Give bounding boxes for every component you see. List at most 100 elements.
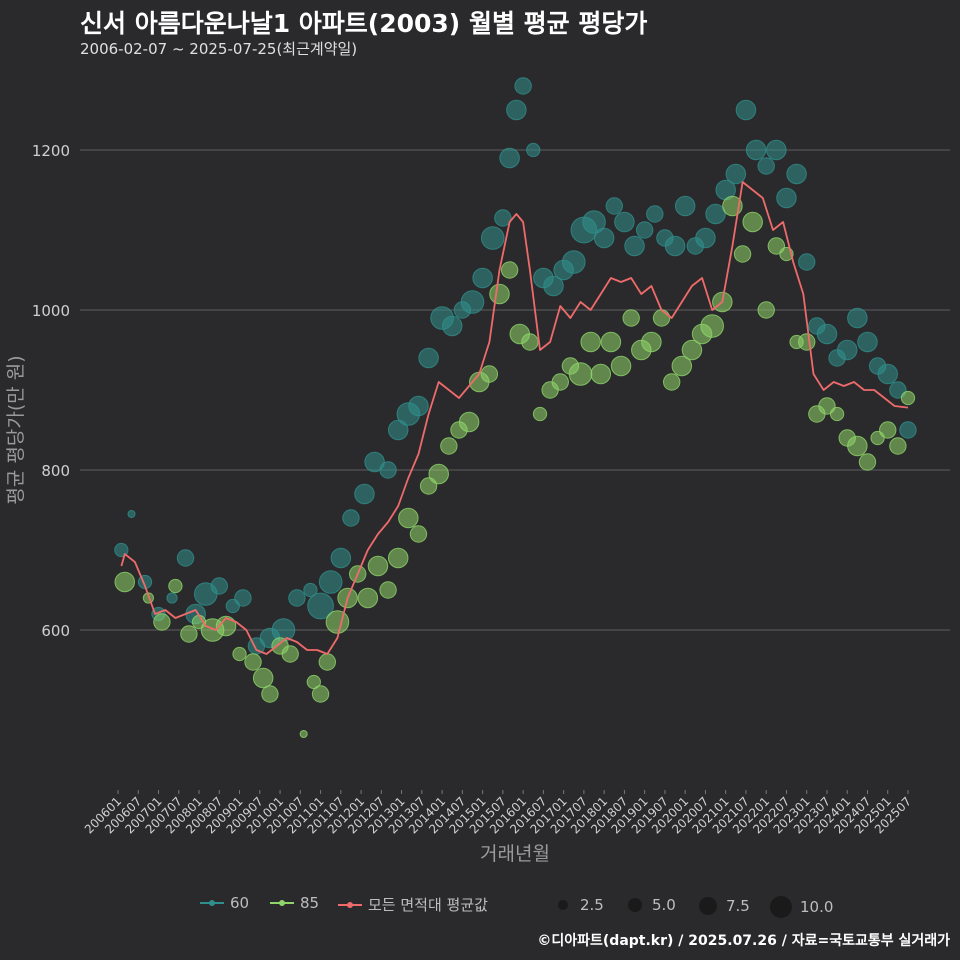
area-85-point [829, 406, 845, 422]
area-85-point [641, 331, 662, 353]
area-60-point [816, 323, 838, 345]
x-axis-title: 거래년월 [480, 843, 550, 865]
area-85-series [114, 195, 916, 739]
area-85-point [681, 339, 703, 361]
area-60-point [695, 227, 716, 249]
area-60-point [776, 187, 797, 209]
area-60-point [166, 592, 178, 604]
area-60-point [271, 618, 296, 642]
area-85-point [387, 547, 409, 569]
average-line [120, 181, 909, 655]
area-85-point [590, 363, 612, 385]
area-85-point [757, 301, 775, 319]
area-85-point [889, 437, 907, 455]
area-60-point [593, 227, 615, 249]
area-60-point [582, 210, 606, 234]
area-85-point [532, 406, 548, 422]
area-85-point [215, 615, 237, 637]
area-60-point [526, 142, 541, 158]
area-60-point [705, 203, 726, 225]
area-60-point [127, 509, 136, 519]
area-60-point [847, 307, 868, 329]
area-85-point [180, 625, 198, 643]
area-85-point [858, 453, 877, 471]
area-85-point [671, 355, 693, 377]
area-85-point [299, 729, 308, 739]
legend-swatch-avg [338, 901, 362, 908]
area-60-point [494, 209, 512, 227]
area-85-point [900, 390, 916, 406]
area-85-point [232, 646, 247, 662]
legend-size-2: 5.0 [624, 894, 676, 916]
area-60-point [364, 451, 385, 473]
legend-item-85: 85 [270, 894, 319, 912]
legend-label-60: 60 [230, 894, 250, 912]
area-85-point [428, 463, 449, 485]
legend-size-label-3: 7.5 [726, 897, 750, 915]
area-85-point [114, 571, 136, 593]
area-60-point [836, 339, 858, 361]
area-85-point [742, 211, 763, 233]
legend-label-85: 85 [300, 894, 320, 912]
area-60-point [288, 589, 306, 607]
area-60-point [674, 195, 696, 217]
area-60-point [210, 577, 228, 595]
y-axis-title: 평균 평당가(만 원) [5, 355, 27, 504]
area-85-point [733, 245, 752, 263]
footer-credit: ©디아파트(dapt.kr) / 2025.07.26 / 자료=국토교통부 실… [537, 933, 950, 949]
legend-size-1: 2.5 [552, 894, 604, 916]
area-60-point [499, 147, 520, 169]
area-60-point [624, 235, 645, 257]
area-60-point [342, 509, 360, 527]
area-60-point [387, 419, 409, 441]
chart-subtitle: 2006-02-07 ~ 2025-07-25(최근계약일) [80, 40, 358, 58]
area-85-point [610, 355, 632, 377]
area-85-point [244, 653, 262, 671]
y-tick-label: 600 [41, 622, 70, 640]
legend-size-dot-4 [770, 896, 792, 918]
area-85-point [325, 610, 350, 634]
legend-size-dot-1 [558, 900, 568, 910]
area-60-point [441, 315, 463, 337]
area-60-point [899, 421, 917, 439]
area-60-point [798, 253, 816, 271]
area-60-point [408, 395, 429, 417]
area-85-point [480, 365, 499, 383]
area-60-point [514, 77, 532, 95]
area-60-point [506, 99, 527, 121]
area-60-point [646, 205, 664, 223]
area-60-point [614, 211, 635, 233]
area-85-point [580, 331, 601, 353]
area-85-point [153, 613, 171, 631]
area-85-point [409, 525, 428, 543]
area-85-point [700, 314, 724, 338]
area-60-point [605, 197, 623, 215]
area-60-point [318, 570, 343, 594]
area-85-point [500, 261, 519, 279]
area-60-point [460, 290, 485, 314]
legend: 60 85 모든 면적대 평균값 2.5 5.0 7.5 10.0 [0, 888, 960, 924]
area-60-point [176, 549, 195, 567]
area-85-point [818, 397, 836, 415]
area-60-point [379, 461, 397, 479]
area-60-point [234, 589, 252, 607]
area-60-point [543, 275, 564, 297]
area-60-point [418, 347, 439, 369]
area-85-point [252, 667, 274, 689]
legend-size-label-4: 10.0 [800, 898, 834, 916]
area-85-point [367, 555, 389, 577]
area-85-point [357, 587, 379, 609]
area-85-point [879, 421, 897, 439]
area-85-point [847, 435, 868, 457]
area-85-point [440, 437, 458, 455]
area-85-point [489, 283, 510, 305]
area-85-point [398, 507, 419, 529]
area-85-point [600, 331, 622, 353]
area-85-point [662, 373, 681, 391]
area-85-point [379, 581, 397, 599]
legend-size-3: 7.5 [696, 894, 750, 918]
legend-size-dot-3 [699, 897, 717, 915]
area-85-point [798, 333, 816, 351]
area-60-point [735, 99, 757, 121]
